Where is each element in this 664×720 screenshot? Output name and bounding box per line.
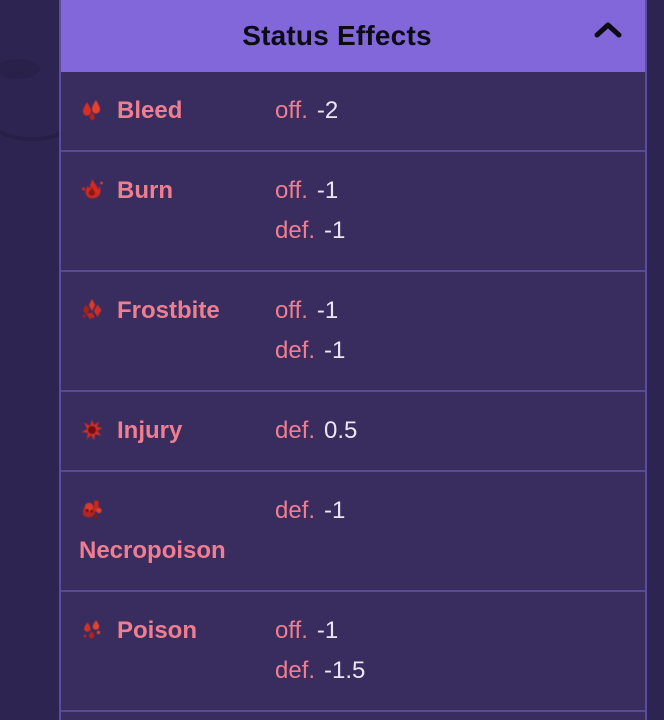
modifier-amount: -1	[316, 177, 339, 204]
status-name-cell: Poison	[79, 611, 275, 651]
modifier-kind: off.	[275, 297, 308, 324]
status-name-link[interactable]: Injury	[117, 417, 183, 444]
modifier-kind: off.	[275, 617, 308, 644]
modifier-amount: -1	[316, 297, 339, 324]
collapse-button[interactable]	[591, 21, 625, 41]
value-line: def. -1	[275, 331, 629, 371]
status-name-link[interactable]: Necropoison	[79, 537, 226, 564]
panel-title: Status Effects	[242, 20, 432, 51]
value-line: off. -2	[275, 91, 629, 131]
status-effects-panel: Status Effects Bleed	[59, 0, 647, 720]
value-line: def. -1	[275, 491, 629, 531]
modifier-amount: -1	[324, 337, 346, 364]
necropoison-icon	[79, 496, 105, 522]
value-line: off. -1	[275, 171, 629, 211]
list-item-burn: Burn off. -1 def. -1	[61, 152, 645, 272]
modifier-kind: def.	[275, 337, 316, 364]
modifier-kind: def.	[275, 657, 316, 684]
modifier-amount: -1	[324, 217, 346, 244]
injury-icon	[79, 416, 105, 442]
modifier-kind: def.	[275, 497, 316, 524]
panel-header[interactable]: Status Effects	[61, 0, 645, 72]
status-name-cell: Injury	[79, 411, 275, 451]
list-item-bleed: Bleed off. -2	[61, 72, 645, 152]
status-values: off. -2	[275, 91, 629, 131]
modifier-kind: off.	[275, 177, 308, 204]
status-name-cell: Necropoison	[79, 491, 275, 571]
modifier-amount: -1	[324, 497, 346, 524]
background-art	[0, 59, 60, 142]
status-values: def. 0.5	[275, 411, 629, 451]
list-item-necropoison: Necropoison def. -1	[61, 472, 645, 592]
status-name-cell: Burn	[79, 171, 275, 211]
status-effects-list: Bleed off. -2 Burn	[61, 72, 645, 712]
status-values: off. -1 def. -1	[275, 291, 629, 371]
modifier-kind: def.	[275, 417, 316, 444]
poison-icon	[79, 616, 105, 642]
value-line: off. -1	[275, 611, 629, 651]
burn-icon	[79, 176, 105, 202]
modifier-kind: off.	[275, 97, 308, 124]
chevron-up-icon	[592, 21, 624, 42]
value-line: def. -1.5	[275, 651, 629, 691]
status-values: def. -1	[275, 491, 629, 531]
status-values: off. -1 def. -1.5	[275, 611, 629, 691]
status-name-link[interactable]: Frostbite	[117, 297, 220, 324]
frostbite-icon	[79, 296, 105, 322]
modifier-amount: -1	[316, 617, 339, 644]
modifier-amount: -1.5	[324, 657, 366, 684]
modifier-kind: def.	[275, 217, 316, 244]
status-name-link[interactable]: Poison	[117, 617, 198, 644]
status-name-link[interactable]: Bleed	[117, 97, 183, 124]
modifier-amount: 0.5	[324, 417, 358, 444]
value-line: def. 0.5	[275, 411, 629, 451]
status-name-cell: Frostbite	[79, 291, 275, 331]
list-item-poison: Poison off. -1 def. -1.5	[61, 592, 645, 712]
value-line: off. -1	[275, 291, 629, 331]
list-item-injury: Injury def. 0.5	[61, 392, 645, 472]
bleed-icon	[79, 96, 105, 122]
list-item-frostbite: Frostbite off. -1 def. -1	[61, 272, 645, 392]
status-name-link[interactable]: Burn	[117, 177, 173, 204]
status-values: off. -1 def. -1	[275, 171, 629, 251]
value-line: def. -1	[275, 211, 629, 251]
modifier-amount: -2	[316, 97, 339, 124]
status-name-cell: Bleed	[79, 91, 275, 131]
